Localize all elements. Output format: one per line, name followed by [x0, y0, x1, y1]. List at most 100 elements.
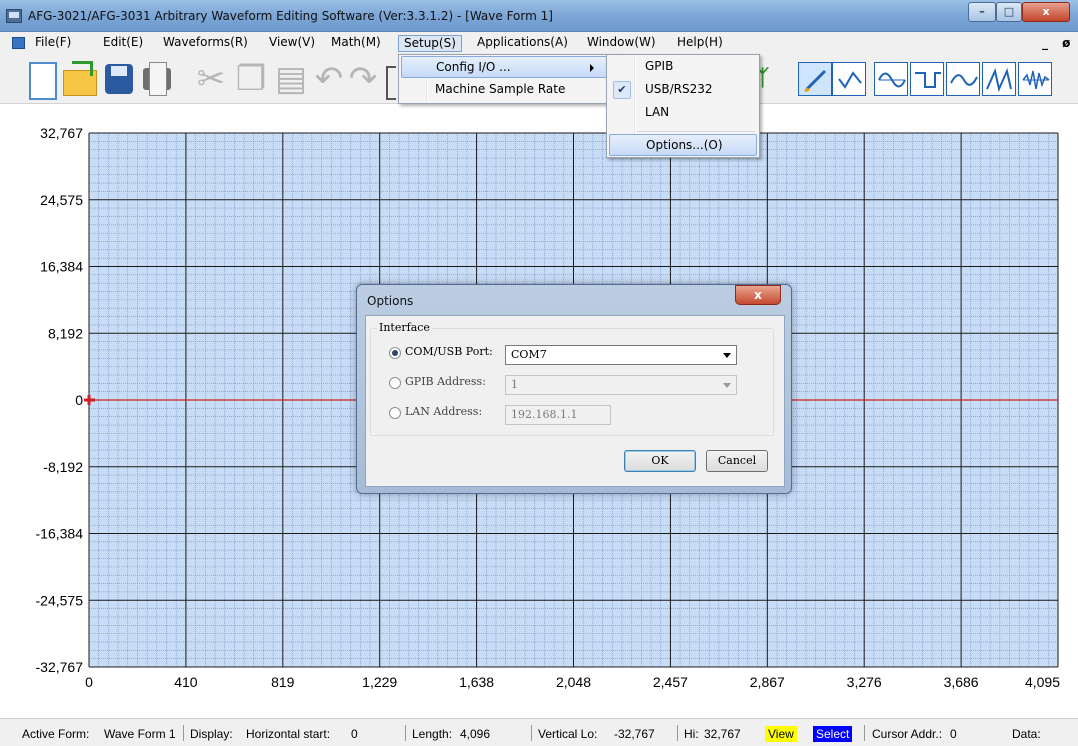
x-tick-label: 1,229 — [362, 674, 397, 690]
save-icon[interactable] — [100, 58, 138, 100]
y-tick-label: 24,575 — [40, 192, 83, 208]
menu-applications[interactable]: Applications(A) — [477, 35, 568, 49]
submenu-item-usb-rs232[interactable]: ✔ USB/RS232 — [609, 79, 757, 101]
horizontal-start-value: 0 — [351, 727, 358, 741]
menu-file[interactable]: File(F) — [35, 35, 72, 49]
point-draw-icon[interactable] — [832, 62, 866, 96]
select-mode-button[interactable]: Select — [813, 726, 853, 742]
status-divider — [677, 725, 678, 741]
status-divider — [864, 725, 865, 741]
hi-value: 32,767 — [704, 727, 741, 741]
gpib-address-value: 1 — [511, 378, 518, 391]
menu-window[interactable]: Window(W) — [587, 35, 656, 49]
submenu-arrow-icon — [590, 64, 594, 72]
menu-item-config-io-label: Config I/O ... — [436, 60, 511, 74]
x-tick-label: 3,686 — [944, 674, 979, 690]
menu-item-machine-sample-rate[interactable]: Machine Sample Rate — [435, 82, 566, 96]
y-tick-label: -32,767 — [36, 659, 84, 675]
chevron-down-icon — [723, 353, 731, 358]
com-usb-radio[interactable] — [389, 347, 401, 359]
lan-label: LAN Address: — [405, 405, 483, 418]
lan-address-field[interactable]: 192.168.1.1 — [505, 405, 611, 425]
submenu-item-options[interactable]: Options...(O) — [609, 134, 757, 156]
document-icon[interactable] — [12, 37, 25, 49]
x-tick-label: 2,867 — [750, 674, 785, 690]
title-bar: AFG-3021/AFG-3031 Arbitrary Waveform Edi… — [0, 0, 1078, 32]
y-tick-label: 0 — [75, 392, 83, 408]
submenu-item-gpib[interactable]: GPIB — [645, 59, 674, 73]
menu-edit[interactable]: Edit(E) — [103, 35, 144, 49]
cursor-address-label: Cursor Addr.: — [872, 727, 943, 741]
y-tick-label: -8,192 — [43, 459, 83, 475]
copy-icon[interactable]: ❐ — [235, 59, 267, 99]
cancel-button[interactable]: Cancel — [706, 450, 768, 472]
ok-button[interactable]: OK — [624, 450, 696, 472]
view-mode-button[interactable]: View — [765, 726, 797, 742]
hi-label: Hi: — [684, 727, 699, 741]
display-label: Display: — [190, 727, 233, 741]
com-port-value: COM7 — [511, 348, 547, 361]
menu-math[interactable]: Math(M) — [331, 35, 381, 49]
length-label: Length: — [412, 727, 453, 741]
interface-group-label: Interface — [377, 321, 432, 334]
checkmark-icon: ✔ — [613, 81, 631, 99]
x-tick-label: 3,276 — [847, 674, 882, 690]
active-form-value: Wave Form 1 — [104, 727, 176, 741]
x-tick-label: 2,048 — [556, 674, 591, 690]
setup-dropdown-menu: Config I/O ... Machine Sample Rate — [398, 54, 624, 104]
x-tick-label: 410 — [174, 674, 198, 690]
print-icon[interactable] — [138, 58, 176, 100]
close-button[interactable]: x — [1022, 2, 1070, 22]
dialog-body: Interface COM/USB Port: COM7 GPIB Addres… — [365, 315, 785, 487]
y-tick-label: -16,384 — [36, 526, 84, 542]
lan-radio[interactable] — [389, 407, 401, 419]
y-tick-label: 8,192 — [48, 325, 83, 341]
com-port-select[interactable]: COM7 — [505, 345, 737, 365]
dialog-title: Options — [367, 294, 414, 308]
status-divider — [405, 725, 406, 741]
config-io-submenu: GPIB ✔ USB/RS232 LAN Options...(O) — [606, 54, 760, 158]
minimize-button[interactable]: – — [968, 2, 996, 22]
cursor-address-value: 0 — [950, 727, 957, 741]
ramp-wave-icon[interactable] — [982, 62, 1016, 96]
dialog-close-button[interactable]: x — [735, 285, 781, 305]
cut-icon[interactable]: ✂ — [196, 59, 226, 99]
redo-icon[interactable]: ↷ — [348, 59, 378, 99]
chevron-down-icon — [723, 383, 731, 388]
menu-bar: File(F) Edit(E) Waveforms(R) View(V) Mat… — [0, 32, 1078, 64]
freehand-draw-icon[interactable] — [798, 62, 832, 96]
com-usb-label: COM/USB Port: — [405, 345, 493, 358]
noise-wave-icon[interactable] — [1018, 62, 1052, 96]
open-folder-icon[interactable] — [60, 58, 98, 100]
interface-group: Interface COM/USB Port: COM7 GPIB Addres… — [370, 321, 774, 436]
sine-wave-alt-icon[interactable] — [946, 62, 980, 96]
status-divider — [183, 725, 184, 741]
submenu-item-usb-rs232-label: USB/RS232 — [645, 82, 713, 96]
paste-icon[interactable]: ▤ — [274, 59, 308, 99]
menu-view[interactable]: View(V) — [269, 35, 316, 49]
x-tick-label: 819 — [271, 674, 295, 690]
menu-item-config-io[interactable]: Config I/O ... — [401, 56, 621, 78]
x-tick-label: 1,638 — [459, 674, 494, 690]
sine-wave-icon[interactable] — [874, 62, 908, 96]
square-wave-icon[interactable] — [910, 62, 944, 96]
maximize-button[interactable]: □ — [996, 2, 1022, 22]
gpib-address-select[interactable]: 1 — [505, 375, 737, 395]
vertical-lo-value: -32,767 — [614, 727, 655, 741]
data-label: Data: — [1012, 727, 1041, 741]
waveform-tool-icon[interactable] — [386, 58, 396, 100]
y-tick-label: -24,575 — [36, 592, 84, 608]
undo-icon[interactable]: ↶ — [314, 59, 344, 99]
horizontal-start-label: Horizontal start: — [246, 727, 331, 741]
gpib-radio[interactable] — [389, 377, 401, 389]
menu-setup[interactable]: Setup(S) — [398, 35, 462, 52]
submenu-item-lan[interactable]: LAN — [645, 105, 670, 119]
x-tick-label: 2,457 — [653, 674, 688, 690]
menu-help[interactable]: Help(H) — [677, 35, 723, 49]
vertical-lo-label: Vertical Lo: — [538, 727, 598, 741]
menu-waveforms[interactable]: Waveforms(R) — [163, 35, 248, 49]
length-value: 4,096 — [460, 727, 491, 741]
status-divider — [531, 725, 532, 741]
x-tick-label: 4,095 — [1025, 674, 1060, 690]
new-file-icon[interactable] — [22, 58, 60, 100]
